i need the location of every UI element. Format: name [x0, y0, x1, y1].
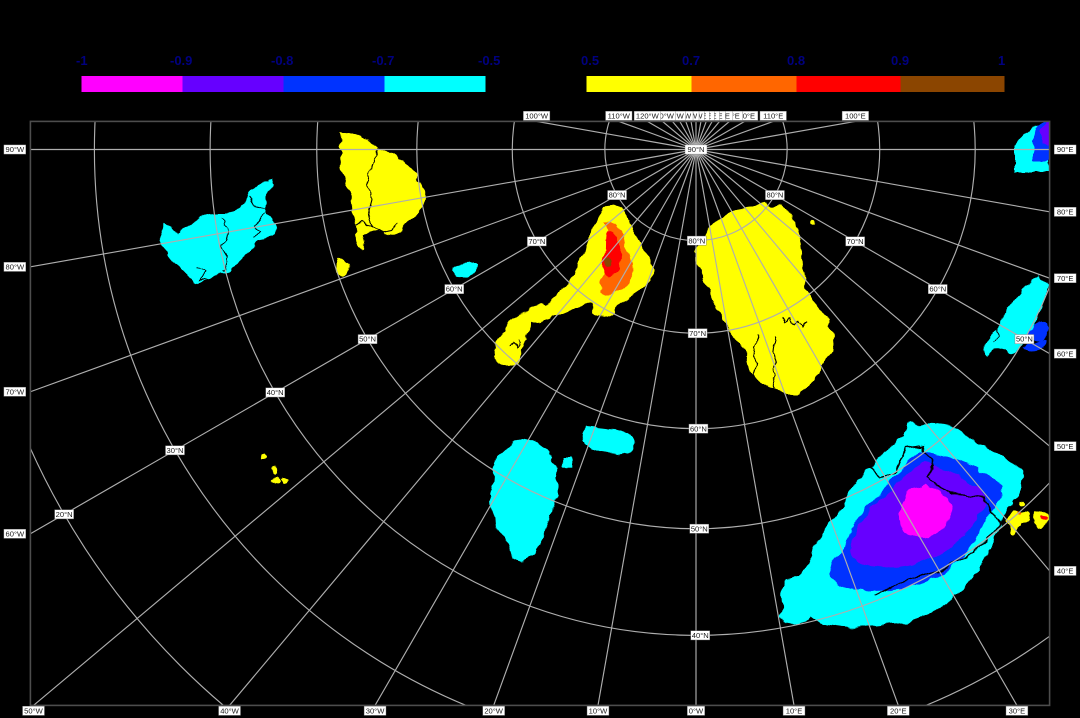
- svg-text:40°N: 40°N: [692, 631, 709, 640]
- svg-text:70°W: 70°W: [6, 387, 25, 396]
- svg-text:30°W: 30°W: [366, 706, 385, 715]
- svg-text:-0.5: -0.5: [478, 53, 500, 68]
- svg-text:120°W: 120°W: [636, 111, 660, 120]
- svg-text:90°W: 90°W: [6, 145, 25, 154]
- svg-text:0°W: 0°W: [689, 706, 704, 715]
- svg-text:70°E: 70°E: [1057, 274, 1074, 283]
- svg-text:50°N: 50°N: [1016, 335, 1033, 344]
- svg-text:20°N: 20°N: [56, 510, 73, 519]
- svg-text:110°E: 110°E: [763, 111, 783, 120]
- svg-text:80°N: 80°N: [688, 236, 705, 245]
- svg-text:-0.8: -0.8: [271, 53, 293, 68]
- svg-text:80°E: 80°E: [1057, 207, 1074, 216]
- svg-text:0.8: 0.8: [787, 53, 805, 68]
- svg-text:0.5: 0.5: [581, 53, 599, 68]
- svg-text:30°N: 30°N: [167, 446, 184, 455]
- svg-text:1: 1: [998, 53, 1005, 68]
- svg-text:70°N: 70°N: [689, 329, 706, 338]
- svg-text:60°N: 60°N: [929, 285, 946, 294]
- svg-text:0.9: 0.9: [891, 53, 909, 68]
- svg-text:0.7: 0.7: [682, 53, 700, 68]
- svg-text:80°N: 80°N: [766, 191, 783, 200]
- svg-text:-0.9: -0.9: [170, 53, 192, 68]
- svg-text:-0.7: -0.7: [372, 53, 394, 68]
- svg-text:70°N: 70°N: [847, 237, 864, 246]
- svg-text:40°N: 40°N: [267, 388, 284, 397]
- svg-text:60°E: 60°E: [1057, 349, 1074, 358]
- svg-text:70°N: 70°N: [528, 237, 545, 246]
- svg-text:60°N: 60°N: [690, 424, 707, 433]
- svg-text:20°E: 20°E: [890, 706, 907, 715]
- svg-text:20°W: 20°W: [484, 706, 503, 715]
- svg-text:50°N: 50°N: [691, 524, 708, 533]
- svg-text:60°N: 60°N: [446, 285, 463, 294]
- svg-text:50°N: 50°N: [359, 335, 376, 344]
- svg-text:110°W: 110°W: [608, 111, 631, 120]
- svg-text:90°N: 90°N: [688, 145, 705, 154]
- svg-text:50°E: 50°E: [1057, 442, 1074, 451]
- svg-text:60°W: 60°W: [6, 529, 25, 538]
- svg-text:-1: -1: [76, 53, 88, 68]
- svg-text:50°W: 50°W: [24, 706, 43, 715]
- svg-text:10°E: 10°E: [786, 706, 803, 715]
- svg-text:90°E: 90°E: [1057, 145, 1074, 154]
- svg-text:10°W: 10°W: [589, 706, 608, 715]
- svg-text:30°E: 30°E: [1009, 706, 1026, 715]
- svg-text:80°N: 80°N: [609, 191, 626, 200]
- svg-text:100°E: 100°E: [845, 111, 866, 120]
- svg-text:80°W: 80°W: [6, 262, 25, 271]
- svg-text:40°E: 40°E: [1057, 567, 1074, 576]
- svg-text:100°W: 100°W: [525, 111, 549, 120]
- svg-text:40°W: 40°W: [220, 706, 239, 715]
